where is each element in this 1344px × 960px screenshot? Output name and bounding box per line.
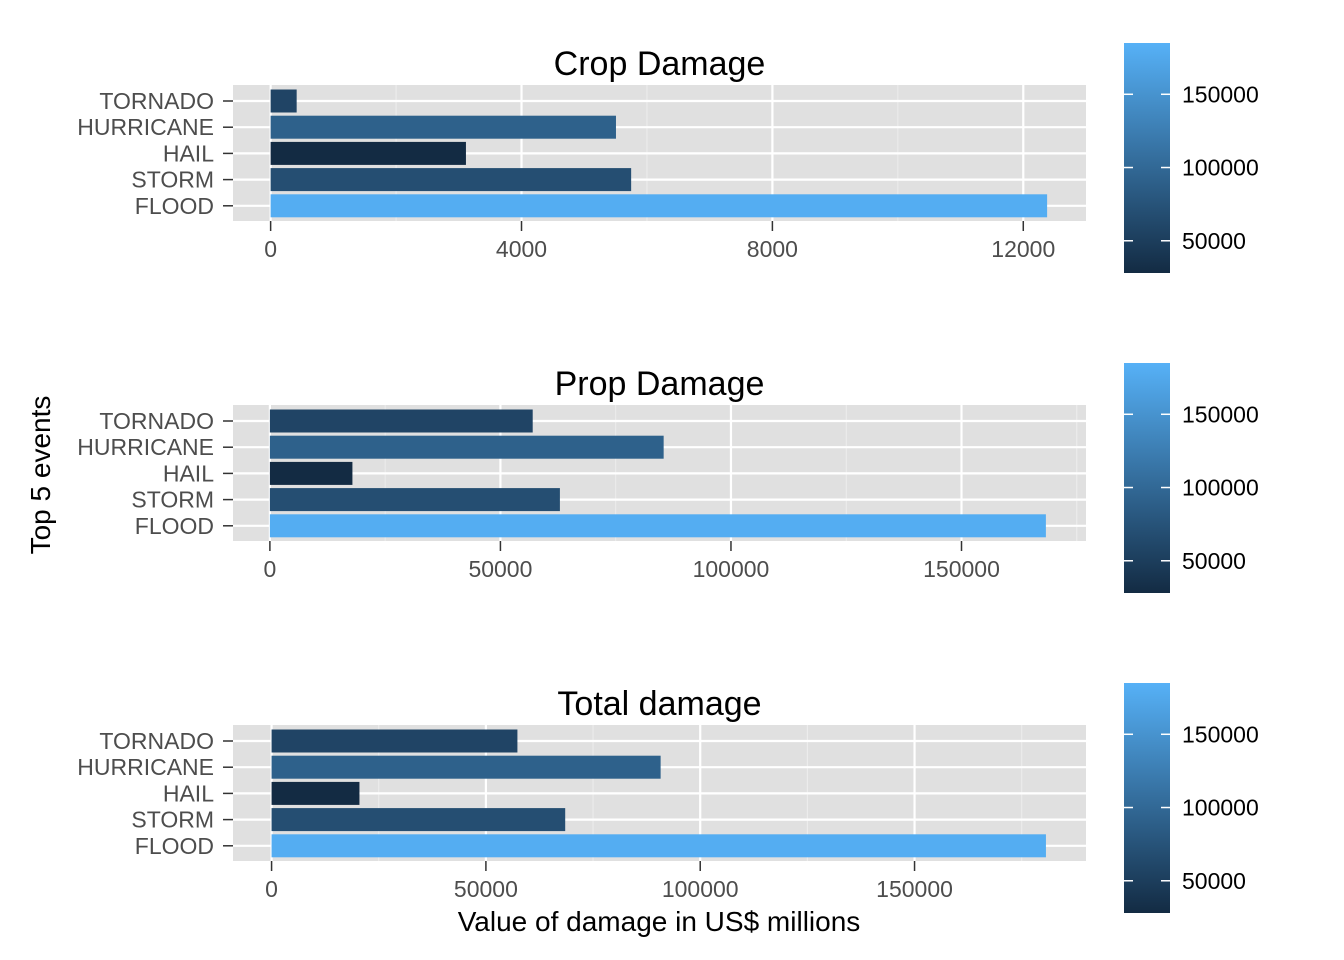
category-label: STORM	[131, 807, 214, 833]
x-axis-label: Value of damage in US$ millions	[458, 906, 861, 937]
bar-storm	[270, 168, 632, 192]
panel-title: Crop Damage	[554, 45, 766, 83]
x-tick-label: 100000	[662, 876, 739, 902]
panel-title: Total damage	[557, 685, 761, 723]
category-label: HAIL	[163, 140, 214, 166]
colorbar-label: 50000	[1182, 228, 1246, 254]
colorbar-label: 100000	[1182, 475, 1259, 501]
x-tick-label: 12000	[991, 236, 1055, 262]
colorbar-label: 150000	[1182, 401, 1259, 427]
chart-panel: Total damage TORNADOHURRICANEHAILSTORMFLO…	[77, 683, 1259, 913]
x-tick-label: 0	[264, 236, 277, 262]
category-label: HURRICANE	[77, 434, 214, 460]
y-axis-label: Top 5 events	[25, 396, 56, 555]
bar-storm	[271, 808, 566, 832]
bar-storm	[269, 488, 560, 512]
category-label: TORNADO	[99, 728, 214, 754]
x-tick-label: 8000	[747, 236, 798, 262]
category-label: FLOOD	[135, 833, 214, 859]
bar-hurricane	[269, 435, 664, 459]
chart-panel: Prop Damage TORNADOHURRICANEHAILSTORMFLOO…	[77, 363, 1259, 593]
colorbar-label: 50000	[1182, 548, 1246, 574]
colorbar-label: 150000	[1182, 721, 1259, 747]
bar-hail	[271, 781, 360, 805]
x-tick-label: 0	[263, 556, 276, 582]
category-label: STORM	[131, 167, 214, 193]
colorbar	[1124, 683, 1170, 913]
x-tick-label: 4000	[496, 236, 547, 262]
category-label: FLOOD	[135, 513, 214, 539]
category-label: HURRICANE	[77, 754, 214, 780]
category-label: HAIL	[163, 780, 214, 806]
colorbar	[1124, 43, 1170, 273]
bar-tornado	[269, 409, 533, 433]
bar-flood	[270, 194, 1048, 218]
colorbar-label: 100000	[1182, 155, 1259, 181]
x-tick-label: 50000	[454, 876, 518, 902]
colorbar	[1124, 363, 1170, 593]
colorbar-label: 50000	[1182, 868, 1246, 894]
category-label: TORNADO	[99, 88, 214, 114]
x-tick-label: 100000	[693, 556, 770, 582]
x-tick-label: 0	[265, 876, 278, 902]
category-label: HAIL	[163, 460, 214, 486]
bar-tornado	[271, 729, 518, 753]
category-label: HURRICANE	[77, 114, 214, 140]
x-tick-label: 150000	[876, 876, 953, 902]
category-label: STORM	[131, 487, 214, 513]
x-tick-label: 150000	[923, 556, 1000, 582]
chart-panel: Crop Damage TORNADOHURRICANEHAILSTORMFLOO…	[77, 43, 1259, 273]
x-tick-label: 50000	[468, 556, 532, 582]
category-label: FLOOD	[135, 193, 214, 219]
colorbar-label: 100000	[1182, 795, 1259, 821]
colorbar-label: 150000	[1182, 81, 1259, 107]
bar-hurricane	[270, 115, 616, 139]
bar-hurricane	[271, 755, 661, 779]
category-label: TORNADO	[99, 408, 214, 434]
bar-hail	[269, 461, 353, 485]
bar-flood	[269, 514, 1046, 538]
panel-title: Prop Damage	[555, 365, 765, 403]
bar-flood	[271, 834, 1046, 858]
bar-hail	[270, 141, 466, 165]
bar-tornado	[270, 89, 297, 113]
